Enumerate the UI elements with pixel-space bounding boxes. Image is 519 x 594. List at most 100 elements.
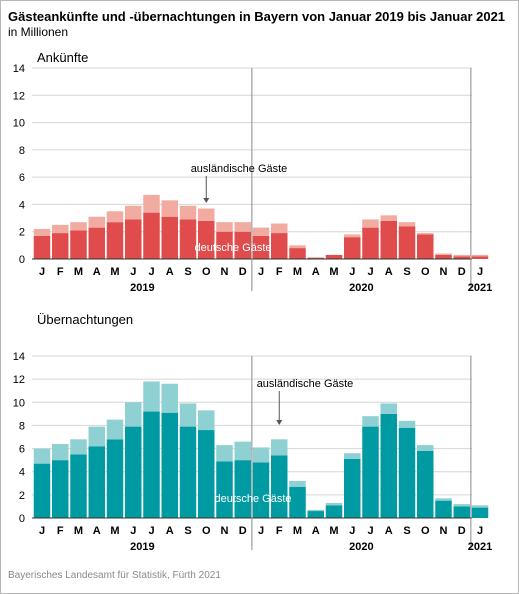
panel1-x-tick-label: J: [477, 266, 483, 278]
panel2-y-tick-label: 12: [13, 374, 25, 386]
panel2-bar-auslaendische-gaeste: [125, 402, 142, 427]
panel2-x-tick-label: M: [329, 525, 338, 537]
panel2-x-tick-label: J: [258, 525, 264, 537]
panel1-bar-auslaendische-gaeste: [453, 254, 470, 257]
panel1-x-tick-label: M: [293, 266, 302, 278]
panel1-x-tick-label: A: [312, 266, 320, 278]
panel2-bar-auslaendische-gaeste: [453, 504, 470, 507]
panel2-bar-auslaendische-gaeste: [161, 383, 178, 413]
panel2-y-tick-label: 0: [19, 513, 25, 525]
panel1-x-tick-label: O: [421, 266, 430, 278]
panel1-bar-auslaendische-gaeste: [179, 205, 197, 220]
panel1-x-tick-label: M: [110, 266, 119, 278]
panel1-bar-deutsche-gaeste: [271, 233, 288, 259]
panel2-x-tick-label: F: [276, 525, 283, 537]
panel1-bar-auslaendische-gaeste: [417, 233, 434, 235]
panel2-x-tick-label: N: [221, 525, 229, 537]
panel2-bar-deutsche-gaeste: [435, 500, 452, 518]
panel1-bar-deutsche-gaeste: [52, 233, 69, 259]
panel2-bar-deutsche-gaeste: [271, 455, 288, 518]
panel2-year-label: 2020: [349, 541, 373, 553]
panel2-bar-deutsche-gaeste: [52, 460, 69, 518]
panel2-annotation-auslaendische-gaeste: ausländische Gäste: [257, 378, 354, 390]
panel1-bar-auslaendische-gaeste: [398, 222, 416, 227]
panel2-bar-deutsche-gaeste: [70, 454, 87, 518]
panel2-bar-deutsche-gaeste: [33, 463, 51, 518]
panel2-bar-auslaendische-gaeste: [234, 441, 251, 461]
panel2-x-tick-label: J: [367, 525, 373, 537]
panel1-x-tick-label: J: [130, 266, 136, 278]
panel1-x-tick-label: N: [440, 266, 448, 278]
panel2-bar-auslaendische-gaeste: [344, 453, 361, 459]
panel1-x-tick-label: S: [403, 266, 410, 278]
panel1-annotation-arrowhead: [203, 198, 210, 203]
panel2-y-tick-label: 6: [19, 444, 25, 456]
panel1-bar-deutsche-gaeste: [125, 219, 142, 259]
panel2-bar-auslaendische-gaeste: [179, 403, 197, 427]
panel2-x-tick-label: J: [148, 525, 154, 537]
panel1-bar-deutsche-gaeste: [252, 235, 270, 259]
panel1-bar-auslaendische-gaeste: [234, 222, 251, 232]
panel2-bar-deutsche-gaeste: [471, 507, 489, 518]
panel2-bar-deutsche-gaeste: [417, 450, 434, 518]
panel2-bar-auslaendische-gaeste: [325, 502, 343, 506]
panel1-bar-auslaendische-gaeste: [70, 222, 87, 231]
panel1-x-tick-label: N: [221, 266, 229, 278]
chart-title: Gästeankünfte und -übernachtungen in Bay…: [8, 9, 506, 24]
panel1-bar-deutsche-gaeste: [435, 254, 452, 259]
panel1-year-label: 2021: [468, 282, 492, 294]
panel2-bar-auslaendische-gaeste: [252, 447, 270, 463]
panel1-bar-deutsche-gaeste: [380, 220, 397, 259]
panel1-bar-auslaendische-gaeste: [143, 194, 160, 213]
panel2-bar-deutsche-gaeste: [344, 458, 361, 518]
panel2-x-tick-label: D: [239, 525, 247, 537]
panel1-bar-deutsche-gaeste: [198, 220, 215, 259]
panel2-x-tick-label: A: [385, 525, 393, 537]
panel2-bar-auslaendische-gaeste: [417, 445, 434, 451]
panel1-bar-auslaendische-gaeste: [252, 227, 270, 236]
panel1-bar-auslaendische-gaeste: [271, 223, 288, 234]
panel2-bar-deutsche-gaeste: [362, 426, 379, 518]
panel2-bar-auslaendische-gaeste: [88, 426, 105, 447]
panel2-bar-auslaendische-gaeste: [52, 443, 69, 461]
panel2-x-tick-label: D: [458, 525, 466, 537]
panel2-x-tick-label: O: [202, 525, 211, 537]
panel2-bar-auslaendische-gaeste: [380, 403, 397, 414]
panel1-bar-deutsche-gaeste: [106, 222, 124, 259]
panel1-y-tick-label: 12: [13, 90, 25, 102]
panel1-bar-deutsche-gaeste: [398, 226, 416, 259]
panel2-x-tick-label: S: [184, 525, 191, 537]
panel2-year-label: 2021: [468, 541, 492, 553]
panel1-bar-deutsche-gaeste: [417, 234, 434, 259]
panel1-bar-deutsche-gaeste: [307, 257, 324, 259]
panel2-bar-auslaendische-gaeste: [216, 445, 233, 462]
panel2-y-tick-label: 2: [19, 490, 25, 502]
panel2-x-tick-label: J: [130, 525, 136, 537]
panel2-year-label: 2019: [130, 541, 154, 553]
panel2-bar-auslaendische-gaeste: [271, 439, 288, 456]
panel2-bar-deutsche-gaeste: [252, 462, 270, 518]
panel2-annotation-deutsche-gaeste: deutsche Gäste: [214, 493, 291, 505]
panel1-x-tick-label: A: [385, 266, 393, 278]
panel1-x-tick-label: J: [258, 266, 264, 278]
panel2-bar-auslaendische-gaeste: [362, 416, 379, 427]
panel1-bar-deutsche-gaeste: [471, 256, 489, 259]
panel1-bar-auslaendische-gaeste: [33, 228, 51, 236]
panel2-bar-auslaendische-gaeste: [33, 448, 51, 464]
panel2-bar-auslaendische-gaeste: [198, 410, 215, 431]
panel1-year-label: 2019: [130, 282, 154, 294]
panel2-annotation-arrowhead: [276, 420, 283, 425]
panel2-x-tick-label: O: [421, 525, 430, 537]
panel1-bar-auslaendische-gaeste: [161, 200, 178, 217]
panel1-y-tick-label: 0: [19, 254, 25, 266]
panel1-bar-auslaendische-gaeste: [344, 234, 361, 238]
panel1-bar-deutsche-gaeste: [88, 227, 105, 259]
panel2-title: Übernachtungen: [37, 312, 133, 327]
panel2-x-tick-label: M: [293, 525, 302, 537]
panel2-bar-deutsche-gaeste: [234, 460, 251, 518]
panel2-bar-auslaendische-gaeste: [106, 419, 124, 440]
panel1-title: Ankünfte: [37, 50, 88, 65]
panel2-x-tick-label: J: [349, 525, 355, 537]
panel1-y-tick-label: 10: [13, 118, 25, 130]
